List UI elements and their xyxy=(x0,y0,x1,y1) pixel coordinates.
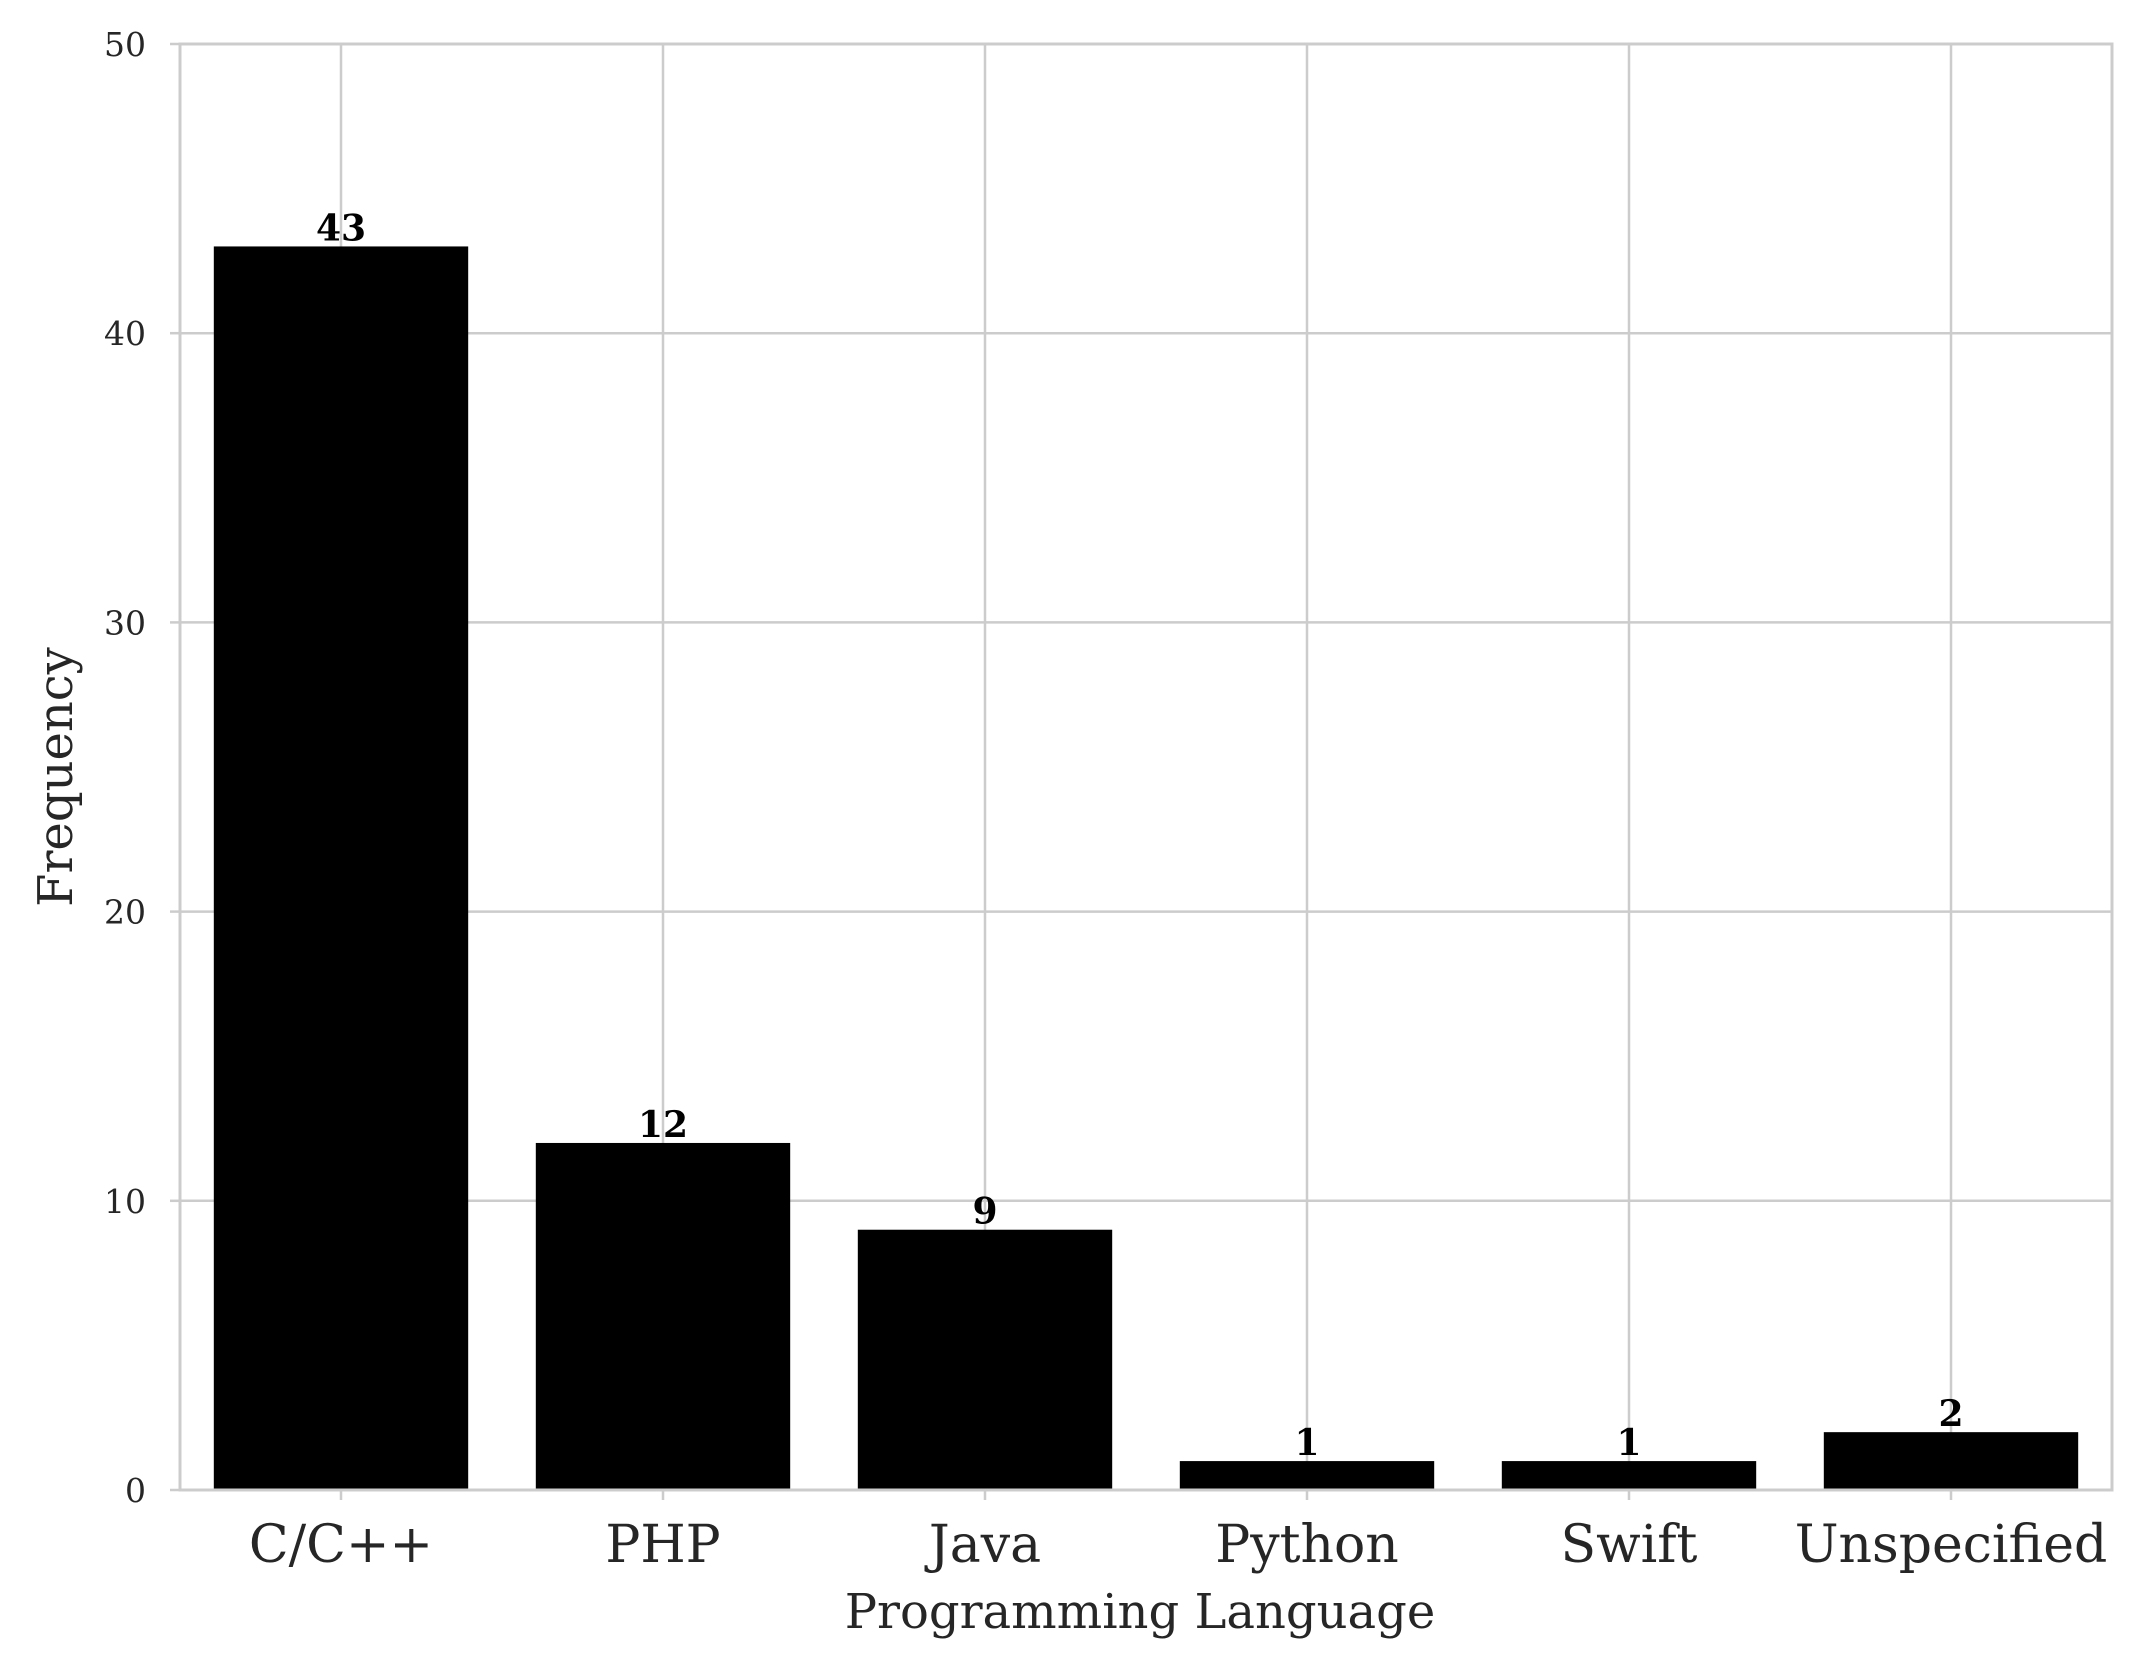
bar-value-label: 43 xyxy=(316,207,366,249)
bar[interactable] xyxy=(1823,1432,2079,1490)
y-tick-label: 30 xyxy=(104,603,146,642)
y-tick-label: 10 xyxy=(104,1182,146,1221)
plot-frame xyxy=(178,42,2114,1492)
tick-label-layer: 0 10 20 30 40 50 C/C++ PHP Java Python Swift Unspec… xyxy=(104,25,2107,1575)
bar-value-label: 2 xyxy=(1938,1393,1963,1435)
bar-value-label: 9 xyxy=(972,1191,997,1233)
bar[interactable] xyxy=(857,1229,1113,1490)
y-tick-label: 40 xyxy=(104,314,146,353)
bar-value-label: 1 xyxy=(1616,1422,1641,1464)
y-tick-label: 50 xyxy=(104,25,146,64)
bar-value-label: 1 xyxy=(1294,1422,1319,1464)
x-tick-label: Java xyxy=(924,1515,1041,1575)
bar-layer xyxy=(213,246,2079,1491)
bar[interactable] xyxy=(1501,1461,1757,1490)
x-tick-label: Swift xyxy=(1561,1515,1698,1575)
bar[interactable] xyxy=(213,246,469,1491)
x-tick-label: C/C++ xyxy=(249,1515,433,1575)
x-axis-title: Programming Language xyxy=(845,1584,1436,1640)
plot-border xyxy=(178,42,2114,1492)
x-tick-label: PHP xyxy=(605,1515,720,1575)
y-tick-label: 0 xyxy=(125,1471,146,1510)
y-axis-title: Frequency xyxy=(28,647,84,907)
x-tick-label: Python xyxy=(1215,1515,1399,1575)
grid-layer xyxy=(180,42,2112,1492)
bar[interactable] xyxy=(1179,1461,1435,1490)
bar-value-label: 12 xyxy=(638,1104,688,1146)
y-tick-label: 20 xyxy=(104,893,146,932)
bar[interactable] xyxy=(535,1142,791,1490)
x-tick-label: Unspecified xyxy=(1795,1515,2108,1575)
